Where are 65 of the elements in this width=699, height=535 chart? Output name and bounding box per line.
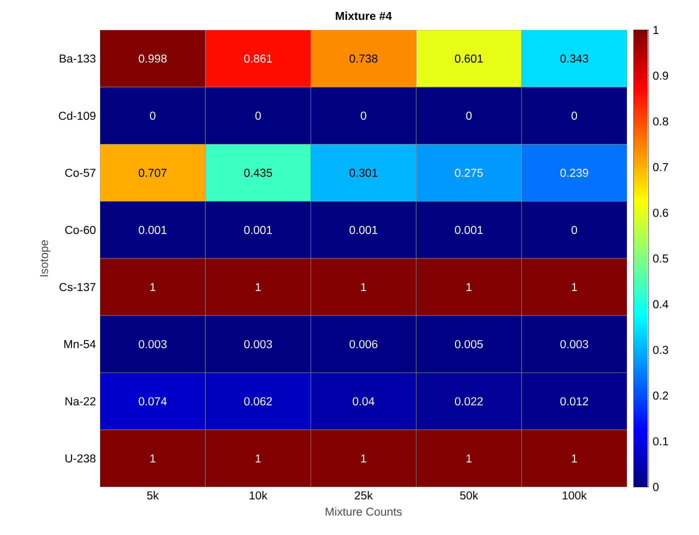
data-label: 1 bbox=[256, 283, 261, 292]
x-tick-label: 10k bbox=[250, 491, 268, 500]
color-bar-label: 0.2 bbox=[653, 392, 668, 400]
data-label: 0.001 bbox=[138, 226, 167, 234]
data-label: 0.998 bbox=[138, 54, 167, 63]
y-tick-label: U-238 bbox=[66, 454, 96, 462]
data-label: 1 bbox=[361, 454, 366, 462]
data-label: 0 bbox=[255, 112, 261, 120]
data-label: 0.435 bbox=[244, 168, 272, 177]
color-bar-label: 0.5 bbox=[653, 254, 668, 263]
y-tick-label: Co-57 bbox=[65, 168, 96, 177]
data-label: 0.003 bbox=[138, 340, 167, 348]
data-label: 1 bbox=[256, 454, 261, 462]
data-label: 1 bbox=[361, 283, 366, 292]
data-label: 1 bbox=[572, 454, 577, 462]
data-label: 0.022 bbox=[454, 397, 483, 406]
x-tick-label: 25k bbox=[354, 491, 373, 500]
data-label: 0.001 bbox=[244, 226, 272, 234]
data-label: 0.001 bbox=[350, 226, 378, 234]
color-bar-label: 0 bbox=[653, 482, 659, 492]
y-tick-label: Co-60 bbox=[65, 226, 96, 234]
data-label: 0 bbox=[150, 112, 156, 120]
x-tick-label: 100k bbox=[562, 491, 587, 500]
data-label: 0.001 bbox=[454, 226, 483, 234]
data-label: 0.707 bbox=[138, 168, 167, 177]
data-label: 0.861 bbox=[244, 54, 272, 63]
data-label: 0 bbox=[466, 112, 472, 120]
chart-title: Mixture #4 bbox=[336, 12, 392, 20]
data-label: 1 bbox=[150, 283, 156, 292]
data-label: 0.062 bbox=[244, 397, 272, 406]
data-label: 0.006 bbox=[350, 340, 378, 348]
y-tick-label: Cs-137 bbox=[59, 282, 96, 292]
x-tick-label: 50k bbox=[460, 491, 478, 500]
data-label: 1 bbox=[466, 283, 472, 292]
data-label: 0.012 bbox=[560, 397, 588, 406]
data-label: 0 bbox=[572, 112, 578, 120]
color-bar-label: 0.8 bbox=[653, 117, 668, 126]
data-label: 0.343 bbox=[560, 54, 588, 63]
data-label: 0 bbox=[360, 112, 366, 120]
color-bar-label: 0.3 bbox=[653, 346, 668, 354]
data-label: 0.04 bbox=[352, 397, 374, 406]
data-label: 0.003 bbox=[560, 340, 588, 348]
y-tick-label: Na-22 bbox=[66, 397, 96, 406]
color-bar-label: 0.4 bbox=[653, 300, 668, 308]
data-label: 1 bbox=[466, 454, 472, 462]
data-label: 1 bbox=[572, 283, 577, 292]
data-label: 0.301 bbox=[350, 168, 378, 177]
y-tick-label: Cd-109 bbox=[58, 111, 96, 120]
data-label: 0.074 bbox=[138, 397, 167, 406]
x-axis-title: Mixture Counts bbox=[326, 507, 402, 516]
data-label: 0.275 bbox=[454, 168, 483, 177]
color-bar-label: 0.9 bbox=[653, 72, 668, 80]
data-label: 0.239 bbox=[560, 168, 588, 177]
y-axis-title: Isotope bbox=[40, 240, 50, 276]
data-label: 0.005 bbox=[454, 340, 483, 348]
color-bar-label: 0.7 bbox=[653, 163, 668, 172]
color-bar-label: 0.1 bbox=[653, 437, 668, 446]
data-label: 1 bbox=[150, 454, 156, 462]
data-label: 0.003 bbox=[244, 340, 272, 348]
x-tick-label: 5k bbox=[147, 491, 159, 500]
data-label: 0 bbox=[572, 226, 578, 234]
color-bar-label: 0.6 bbox=[653, 208, 668, 217]
y-tick-label: Ba-133 bbox=[60, 54, 96, 63]
y-tick-label: Mn-54 bbox=[64, 340, 96, 348]
color-bar-label: 1 bbox=[654, 26, 658, 34]
